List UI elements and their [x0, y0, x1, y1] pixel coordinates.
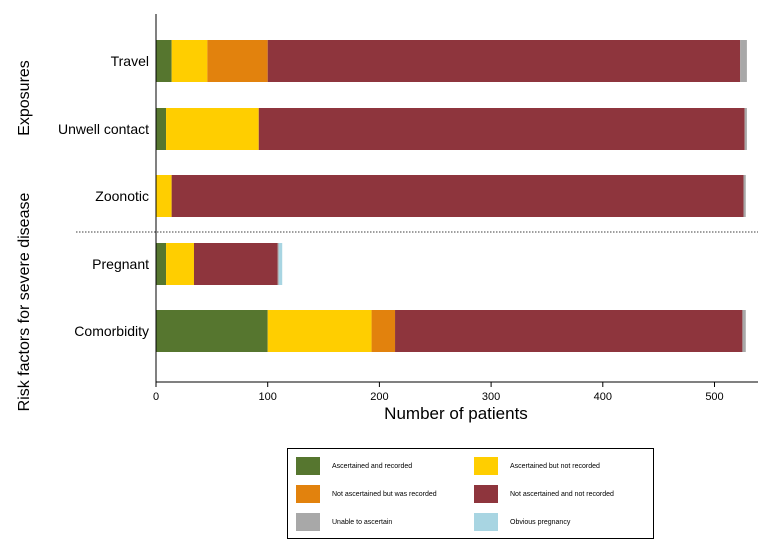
category-labels: Travel Unwell contact Zoonotic Pregnant Como…	[58, 53, 149, 339]
legend-swatch	[474, 457, 498, 475]
category-label-travel: Travel	[111, 53, 149, 69]
legend-label: Obvious pregnancy	[510, 518, 571, 526]
x-axis-title: Number of patients	[384, 404, 528, 423]
bar-pregnant-ascertained-but-not-recorded	[166, 243, 194, 285]
category-label-unwell-contact: Unwell contact	[58, 121, 149, 137]
bar-unwell-contact-ascertained-but-not-recorded	[166, 108, 259, 150]
x-tick-label: 300	[482, 391, 500, 403]
bar-comorbidity-not-ascertained-but-was-recorded	[371, 310, 396, 352]
category-label-comorbidity: Comorbidity	[74, 323, 149, 339]
bar-zoonotic-not-ascertained-and-not-recorded	[171, 175, 744, 217]
bar-comorbidity-ascertained-but-not-recorded	[267, 310, 372, 352]
bar-pregnant-not-ascertained-and-not-recorded	[193, 243, 278, 285]
bar-comorbidity-not-ascertained-and-not-recorded	[395, 310, 743, 352]
legend-label: Unable to ascertain	[332, 518, 393, 526]
bar-unwell-contact-ascertained-and-recorded	[156, 108, 167, 150]
legend-swatch	[296, 457, 320, 475]
bar-unwell-contact-unable-to-ascertain	[744, 108, 747, 150]
legend-swatch	[296, 513, 320, 531]
stacked-bar-chart: Travel Unwell contact Zoonotic Pregnant Como…	[16, 14, 758, 423]
legend-item-obvious-pregnancy: Obvious pregnancy	[474, 513, 570, 531]
legend-item-unable-to-ascertain: Unable to ascertain	[296, 513, 392, 531]
x-ticks: 0 100 200 300 400 500	[153, 382, 724, 403]
bar-travel-not-ascertained-and-not-recorded	[267, 40, 741, 82]
bar-pregnant-unable-to-ascertain	[277, 243, 279, 285]
x-tick-label: 200	[370, 391, 388, 403]
legend-item-not-ascertained-but-was-recorded: Not ascertained but was recorded	[296, 485, 437, 503]
legend-item-ascertained-but-not-recorded: Ascertained but not recorded	[474, 457, 600, 475]
category-label-pregnant: Pregnant	[92, 256, 149, 272]
x-tick-label: 100	[259, 391, 277, 403]
legend-label: Not ascertained but was recorded	[332, 490, 437, 498]
category-label-zoonotic: Zoonotic	[95, 188, 149, 204]
bar-zoonotic-ascertained-but-not-recorded	[156, 175, 172, 217]
bar-travel-not-ascertained-but-was-recorded	[207, 40, 268, 82]
bar-comorbidity-ascertained-and-recorded	[156, 310, 268, 352]
bar-travel-ascertained-and-recorded	[156, 40, 172, 82]
bar-pregnant-obvious-pregnancy	[278, 243, 283, 285]
bar-pregnant-ascertained-and-recorded	[156, 243, 167, 285]
bar-unwell-contact-not-ascertained-and-not-recorded	[258, 108, 745, 150]
group-title-exposures: Exposures	[16, 60, 33, 136]
x-tick-label: 400	[594, 391, 612, 403]
legend: Ascertained and recorded Ascertained but …	[287, 448, 654, 539]
bar-travel-ascertained-but-not-recorded	[171, 40, 208, 82]
bar-comorbidity-unable-to-ascertain	[742, 310, 746, 352]
bar-zoonotic-unable-to-ascertain	[743, 175, 746, 217]
legend-item-not-ascertained-and-not-recorded: Not ascertained and not recorded	[474, 485, 614, 503]
legend-item-ascertained-and-recorded: Ascertained and recorded	[296, 457, 412, 475]
group-title-risk-factors: Risk factors for severe disease	[16, 193, 33, 412]
legend-label: Ascertained and recorded	[332, 462, 413, 470]
bars-layer	[156, 40, 747, 352]
bar-travel-unable-to-ascertain	[740, 40, 747, 82]
x-tick-label: 0	[153, 391, 159, 403]
legend-swatch	[474, 485, 498, 503]
legend-label: Not ascertained and not recorded	[510, 490, 614, 498]
x-tick-label: 500	[705, 391, 723, 403]
legend-swatch	[296, 485, 320, 503]
legend-swatch	[474, 513, 498, 531]
legend-label: Ascertained but not recorded	[510, 462, 600, 470]
